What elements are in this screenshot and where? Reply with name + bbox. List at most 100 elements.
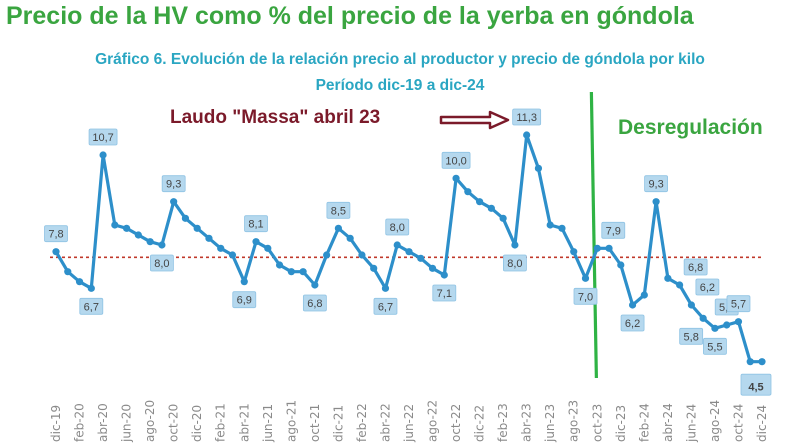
data-label-box (326, 201, 351, 219)
data-label-text: 6,2 (625, 318, 640, 330)
data-point (711, 324, 719, 332)
data-label: 9,3 (644, 175, 668, 193)
data-label: 4,5 (740, 373, 772, 396)
data-point (581, 274, 590, 282)
data-point (440, 271, 448, 279)
data-label-box (244, 215, 268, 233)
data-point (52, 248, 60, 256)
x-tick-label: oct-23 (590, 404, 604, 442)
data-label: 7,0 (573, 287, 598, 305)
data-point (87, 284, 95, 292)
x-tick-label: oct-21 (308, 404, 322, 442)
data-label-text: 5,8 (684, 331, 699, 343)
data-label: 6,2 (695, 278, 720, 296)
data-label-box (601, 221, 626, 239)
data-point (158, 241, 166, 249)
annotations-layer: Laudo "Massa" abril 23 Desregulación (170, 107, 763, 139)
data-label: 7,8 (44, 225, 68, 243)
data-label: 6,8 (302, 294, 327, 312)
data-label-box (79, 297, 104, 315)
data-point (311, 281, 319, 289)
data-point (687, 301, 696, 309)
data-label-text: 11,3 (516, 112, 537, 124)
data-point (511, 241, 519, 249)
x-tick-label: abr-20 (96, 403, 110, 442)
x-tick-label: dic-22 (473, 405, 487, 442)
x-tick-label: ago-22 (426, 400, 440, 442)
data-label: 10,7 (88, 128, 118, 146)
data-label-box (432, 284, 457, 302)
data-label-box (644, 175, 668, 193)
data-point (417, 254, 425, 262)
data-point (217, 244, 225, 252)
headline: Precio de la HV como % del precio de la … (6, 2, 694, 30)
data-point (558, 224, 566, 232)
data-label: 5,8 (679, 327, 704, 345)
data-label-box (620, 314, 645, 332)
x-tick-label: oct-22 (449, 404, 463, 442)
data-point (240, 278, 248, 286)
x-tick-label: ago-20 (143, 400, 157, 442)
data-label-box (385, 218, 410, 236)
data-label: 6,8 (683, 258, 708, 276)
data-point (170, 198, 178, 206)
data-point (570, 248, 578, 256)
data-point (676, 281, 684, 289)
data-label-box (373, 297, 398, 315)
data-label-text: 7,9 (606, 225, 621, 237)
x-tick-label: dic-24 (755, 405, 769, 442)
data-label: 7,1 (432, 284, 457, 302)
data-label-text: 8,1 (248, 219, 263, 231)
data-point (299, 268, 307, 276)
x-tick-label: abr-23 (520, 403, 534, 442)
data-point (464, 188, 472, 196)
data-label-text: 8,0 (154, 258, 169, 270)
data-label-text: 6,7 (84, 301, 99, 313)
data-label-text: 9,3 (166, 179, 181, 191)
data-label: 11,3 (512, 108, 542, 126)
data-point (193, 224, 201, 232)
chart-title: Gráfico 6. Evolución de la relación prec… (95, 51, 705, 68)
data-label-text: 7,1 (437, 288, 452, 300)
data-point (111, 221, 119, 229)
data-point (228, 251, 237, 259)
data-label-text: 7,0 (578, 291, 593, 303)
data-point (405, 248, 413, 256)
data-label-text: 6,8 (307, 298, 322, 310)
data-label-text: 8,0 (507, 258, 522, 270)
desregulacion-divider (589, 91, 598, 379)
x-tick-label: jun-24 (684, 404, 698, 443)
data-point (628, 301, 637, 309)
data-label-text: 4,5 (748, 382, 763, 394)
data-point (640, 291, 648, 299)
data-label-box (695, 278, 720, 296)
x-tick-label: ago-21 (284, 400, 298, 442)
data-point (746, 358, 754, 366)
x-tick-label: dic-23 (614, 405, 628, 442)
data-point (499, 214, 507, 222)
data-label-text: 6,7 (378, 301, 393, 313)
x-tick-label: feb-22 (355, 403, 369, 442)
data-label-box (740, 373, 772, 396)
data-points-layer (52, 131, 766, 366)
data-point (287, 268, 295, 276)
x-tick-label: jun-20 (120, 404, 134, 443)
data-label-box (502, 254, 527, 272)
data-label-text: 6,2 (700, 282, 715, 294)
data-label: 6,7 (79, 297, 104, 315)
data-label-text: 6,8 (688, 262, 703, 274)
data-label-box (44, 225, 68, 243)
data-point (617, 261, 625, 269)
data-point (75, 278, 84, 286)
data-label-box (573, 287, 598, 305)
data-point (452, 174, 460, 182)
data-point (134, 231, 142, 239)
data-point (758, 358, 766, 366)
data-point (605, 244, 613, 252)
data-point (652, 198, 660, 206)
data-label-text: 5,5 (707, 341, 722, 353)
data-point (323, 251, 331, 259)
data-point (181, 214, 190, 222)
chart-subtitle: Período dic-19 a dic-24 (315, 77, 485, 94)
